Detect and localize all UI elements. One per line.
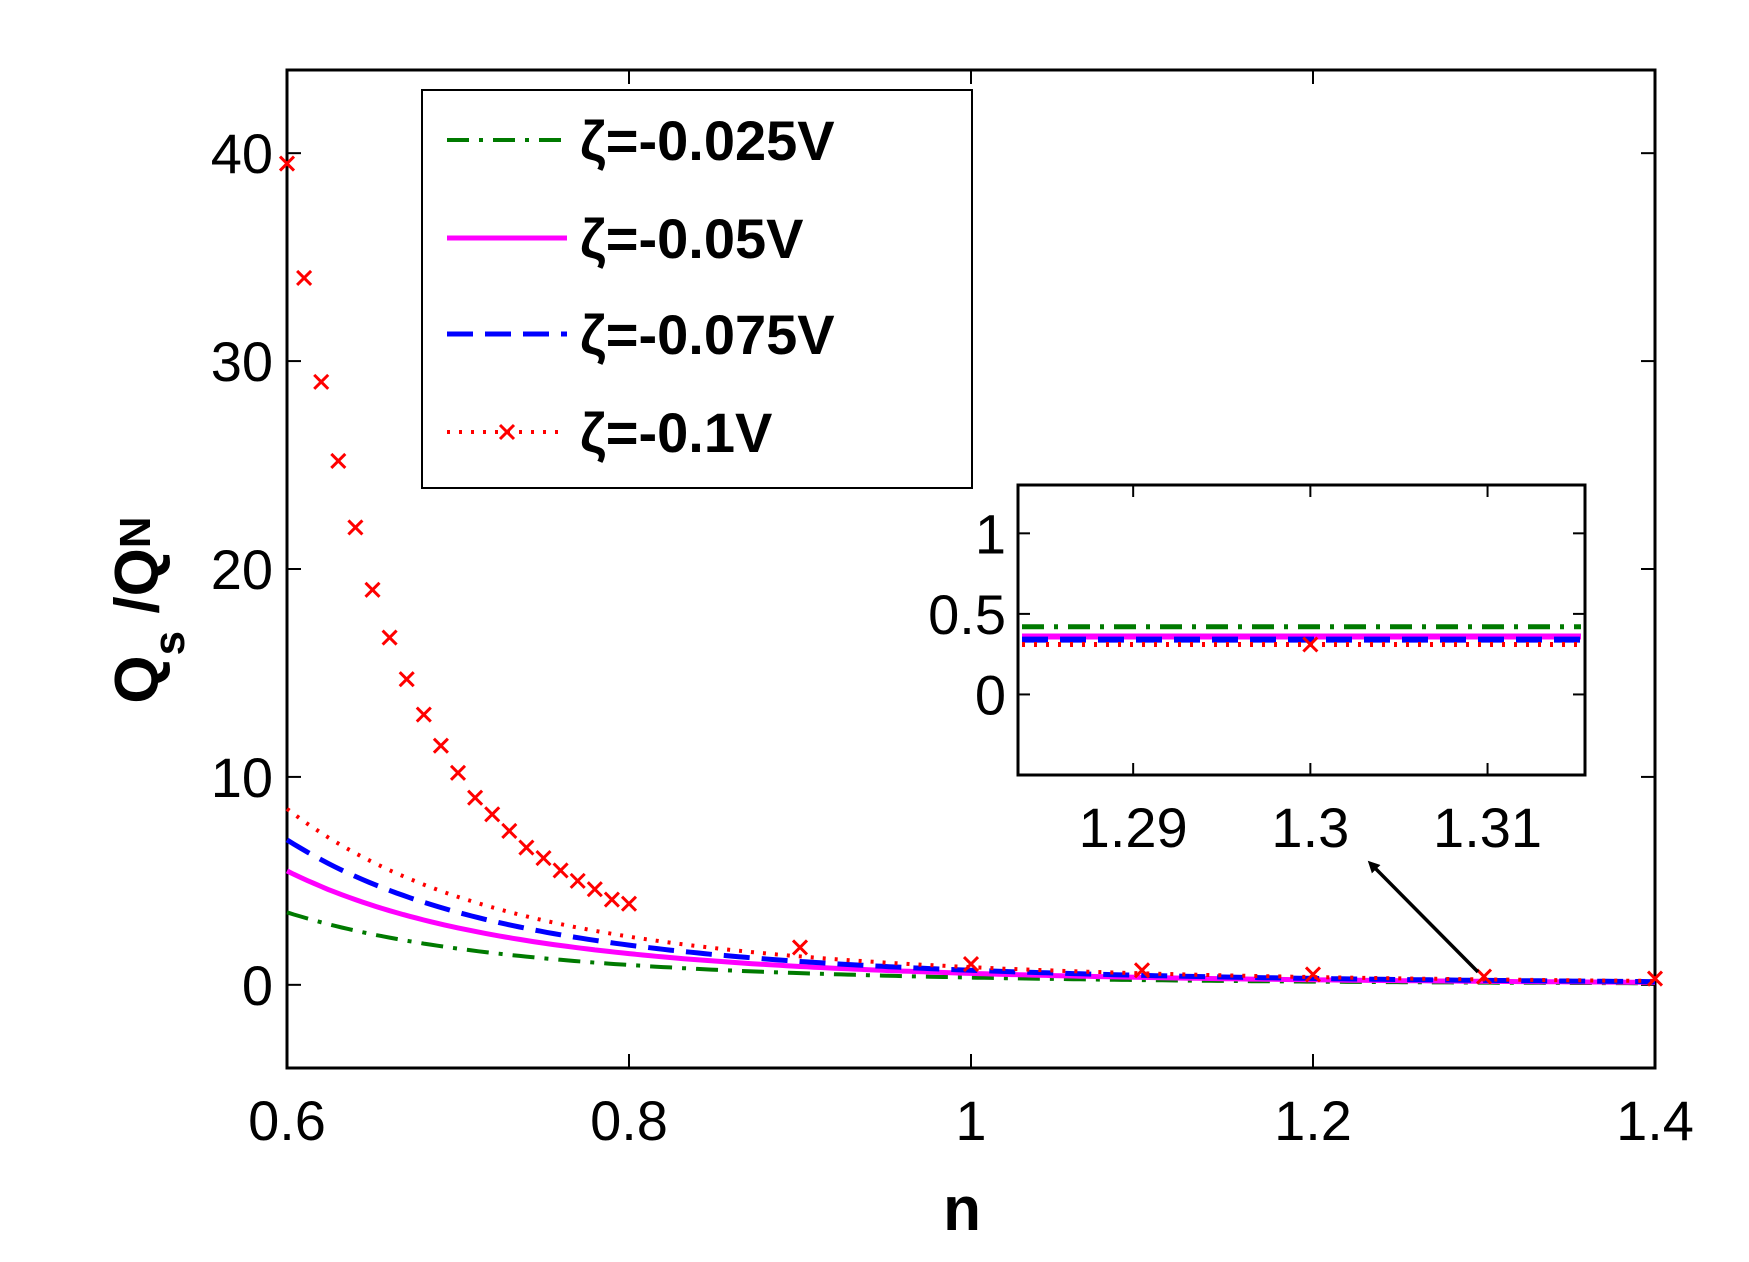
data-point-marker (415, 706, 432, 723)
data-point-marker (1304, 966, 1322, 983)
series-line (285, 807, 1655, 983)
y-tick-label: 30 (211, 330, 273, 393)
x-axis-label: n (943, 1175, 981, 1244)
x-tick-label: 1.2 (1274, 1089, 1352, 1152)
data-point-marker (1475, 968, 1493, 985)
x-tick-label: 0.8 (590, 1089, 668, 1152)
data-point-marker (1646, 970, 1664, 987)
legend-entry: ζ=-0.075V (447, 303, 835, 366)
inset-x-tick-label: 1.3 (1271, 796, 1349, 859)
legend: ζ=-0.025V ζ=-0.05V ζ=-0.075V ζ=-0.1V (421, 89, 973, 489)
y-label-sub-s: s (145, 631, 194, 655)
data-point-marker (296, 269, 313, 286)
y-label-base: Q (103, 655, 172, 703)
inset-x-tick-label: 1.29 (1079, 796, 1188, 859)
legend-box (421, 89, 973, 489)
data-point-marker (569, 872, 586, 889)
series-line (285, 837, 1655, 985)
data-point-marker (467, 789, 484, 806)
data-point-marker (620, 895, 638, 912)
data-point-marker (501, 822, 518, 840)
inset-marker (1302, 636, 1319, 653)
series-line (286, 910, 1655, 986)
x-tick-label: 1.4 (1616, 1089, 1694, 1152)
inset-y-tick-label: 0.5 (928, 583, 1006, 646)
legend-entry: ζ=-0.05V (447, 207, 803, 270)
x-tick-label: 0.6 (248, 1089, 326, 1152)
series-3 (285, 837, 1655, 985)
data-point-marker (552, 862, 569, 879)
y-tick-label: 40 (211, 122, 273, 185)
data-point-marker (398, 671, 415, 688)
y-label-sub-n: N (111, 516, 160, 548)
legend-marker (498, 423, 516, 441)
legend-label: ζ=-0.05V (580, 207, 803, 270)
data-point-marker (518, 839, 535, 856)
legend-label: ζ=-0.075V (580, 303, 835, 366)
data-point-marker (603, 891, 620, 908)
data-point-marker (432, 737, 449, 754)
series-layer (278, 155, 1664, 987)
data-point-marker (791, 939, 809, 956)
inset-x-tick-label: 1.31 (1433, 796, 1542, 859)
legend-entry: ζ=-0.025V (447, 109, 835, 172)
series-4 (278, 155, 1664, 987)
y-axis-label-text: Qs /QN (103, 516, 194, 703)
data-point-marker (278, 155, 296, 172)
y-label-mid: /Q (103, 548, 172, 631)
inset-y-tick-label: 0 (975, 663, 1006, 726)
inset-y-tick-label: 1 (975, 502, 1006, 565)
data-point-marker (364, 581, 381, 598)
data-point-marker (535, 849, 552, 867)
legend-label: ζ=-0.025V (580, 109, 835, 172)
data-point-marker (962, 955, 980, 973)
data-point-marker (1133, 962, 1151, 979)
x-tick-label: 1 (955, 1089, 986, 1152)
inset-zoom: 1.29 1.3 1.31 0 0.5 1 (928, 483, 1587, 859)
y-axis-label: Qs /QN (103, 516, 194, 703)
y-tick-label: 0 (242, 954, 273, 1017)
data-point-marker (381, 629, 398, 646)
legend-label: ζ=-0.1V (580, 401, 772, 464)
data-point-marker (330, 452, 347, 469)
data-point-marker (586, 881, 603, 898)
data-point-marker (347, 519, 364, 536)
data-point-marker (313, 373, 330, 390)
series-1 (286, 910, 1655, 986)
data-point-marker (449, 764, 467, 781)
legend-entry: ζ=-0.1V (447, 401, 772, 464)
annotation-arrow (1367, 860, 1480, 974)
y-tick-label: 10 (211, 746, 273, 809)
data-point-marker (484, 806, 501, 823)
inset-frame (1016, 483, 1587, 777)
y-tick-label: 20 (211, 538, 273, 601)
